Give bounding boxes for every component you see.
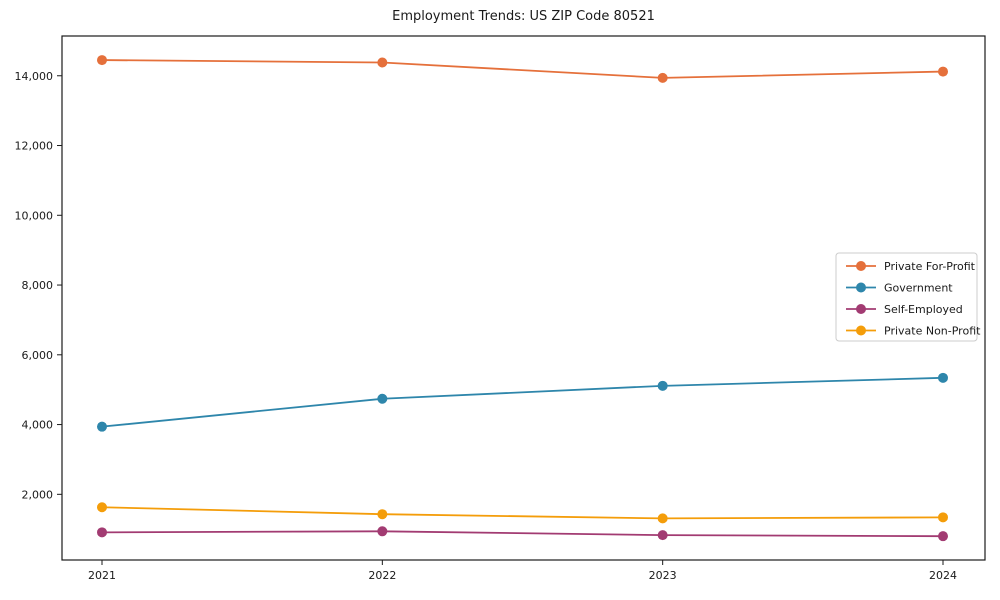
data-point-self-employed — [377, 526, 388, 537]
data-point-government — [938, 372, 948, 383]
data-point-self-employed — [938, 531, 948, 542]
y-axis-tick-label: 10,000 — [15, 209, 54, 222]
y-axis-tick-label: 4,000 — [22, 419, 54, 432]
data-point-private-non-profit — [657, 513, 668, 524]
legend-marker-private-non-profit — [856, 325, 866, 336]
data-point-government — [97, 421, 107, 432]
series-line-self-employed — [101, 530, 944, 538]
y-axis-tick-label: 6,000 — [22, 349, 54, 362]
legend-marker-private-for-profit — [856, 261, 866, 271]
legend-marker-government — [856, 282, 866, 293]
data-point-private-for-profit — [97, 55, 107, 66]
legend-label-private-for-profit: Private For-Profit — [884, 260, 976, 273]
series-line-government — [101, 376, 944, 428]
x-axis-tick-label: 2024 — [929, 569, 957, 582]
y-axis-tick-label: 8,000 — [22, 279, 54, 292]
data-point-private-non-profit — [377, 509, 388, 520]
data-point-self-employed — [657, 530, 668, 541]
plot-border — [61, 35, 986, 561]
y-axis-tick-label: 2,000 — [22, 488, 54, 501]
data-point-private-for-profit — [938, 66, 948, 77]
x-axis-tick-label: 2023 — [649, 569, 677, 582]
data-point-private-non-profit — [97, 502, 107, 513]
chart-title: Employment Trends: US ZIP Code 80521 — [392, 9, 655, 24]
legend-label-private-non-profit: Private Non-Profit — [884, 325, 981, 338]
x-axis-tick-label: 2022 — [368, 569, 396, 582]
data-point-private-non-profit — [938, 512, 948, 523]
data-point-private-for-profit — [377, 57, 388, 68]
y-axis-tick-label: 14,000 — [15, 70, 54, 83]
series-line-private-non-profit — [101, 506, 944, 520]
data-point-government — [657, 380, 668, 391]
series-line-private-for-profit — [101, 59, 944, 79]
legend-label-government: Government — [884, 282, 953, 295]
data-point-government — [377, 393, 388, 404]
x-axis-tick-label: 2021 — [88, 569, 116, 582]
data-point-self-employed — [97, 527, 107, 538]
legend-marker-self-employed — [856, 304, 866, 314]
legend-label-self-employed: Self-Employed — [884, 303, 963, 316]
y-axis-tick-label: 12,000 — [15, 140, 54, 153]
legend-box — [835, 252, 978, 342]
data-point-private-for-profit — [657, 72, 668, 83]
